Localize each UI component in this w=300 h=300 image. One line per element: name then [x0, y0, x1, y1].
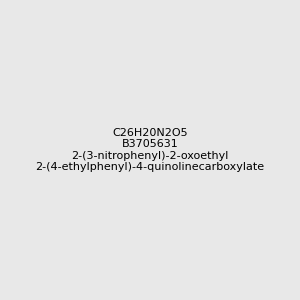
Text: C26H20N2O5
B3705631
2-(3-nitrophenyl)-2-oxoethyl
2-(4-ethylphenyl)-4-quinolineca: C26H20N2O5 B3705631 2-(3-nitrophenyl)-2-…: [35, 128, 265, 172]
